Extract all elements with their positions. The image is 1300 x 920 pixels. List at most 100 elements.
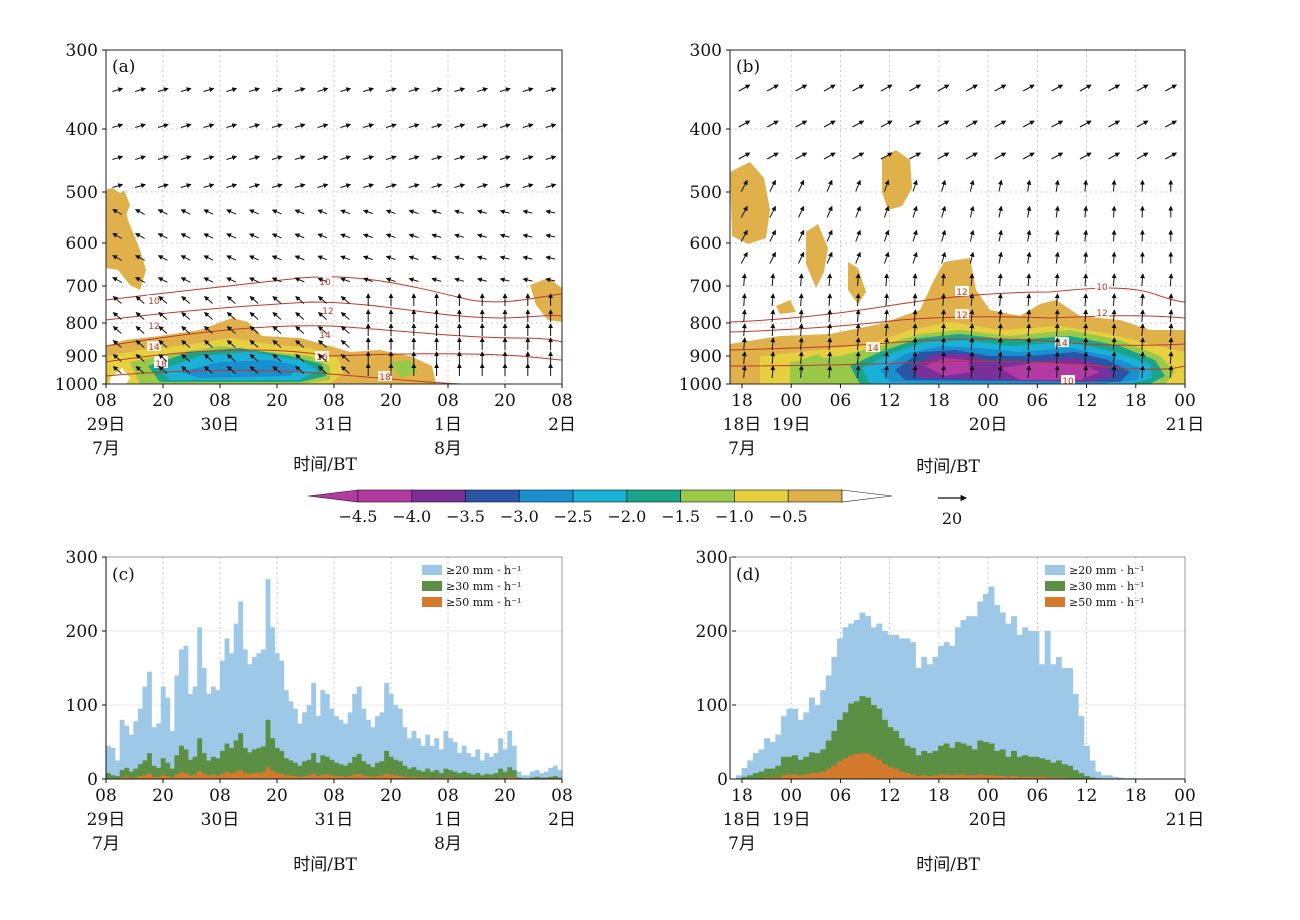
contour-label-bg bbox=[147, 295, 161, 305]
wind-vector bbox=[545, 123, 557, 129]
wind-vector bbox=[362, 233, 373, 239]
wind-vector bbox=[226, 209, 237, 215]
histogram-bar bbox=[224, 743, 230, 779]
histogram-bar bbox=[110, 747, 116, 779]
histogram-bar bbox=[507, 730, 513, 779]
wind-vector bbox=[997, 365, 1003, 379]
histogram-bar bbox=[808, 697, 815, 779]
histogram-bar bbox=[379, 761, 385, 779]
wind-vector bbox=[997, 323, 1003, 337]
panel-d-yticks: 300 200 100 0 bbox=[696, 548, 736, 790]
wind-vector bbox=[499, 277, 510, 283]
wind-vector bbox=[770, 351, 776, 365]
histogram-bar bbox=[786, 756, 793, 779]
histogram-bar bbox=[124, 776, 130, 779]
histogram-bar bbox=[425, 734, 431, 779]
x-day-label: 20日 bbox=[969, 810, 1008, 830]
histogram-bar bbox=[870, 756, 877, 779]
x-month-label: 7月 bbox=[728, 834, 756, 854]
histogram-bar bbox=[926, 776, 933, 779]
wind-vector bbox=[969, 179, 975, 192]
histogram-bar bbox=[361, 761, 367, 779]
shade-b-upper-left bbox=[730, 162, 770, 244]
wind-vector bbox=[522, 87, 534, 93]
histogram-bar bbox=[174, 675, 180, 779]
wind-vector bbox=[385, 255, 396, 261]
histogram-bar bbox=[261, 746, 266, 779]
wind-vector bbox=[180, 233, 191, 239]
wind-vector bbox=[1111, 229, 1117, 242]
wind-vector bbox=[454, 277, 465, 283]
wind-vector bbox=[1140, 351, 1145, 365]
wind-vector bbox=[1136, 152, 1149, 160]
wind-vector bbox=[941, 179, 947, 192]
wind-vector bbox=[226, 155, 238, 161]
wind-vector bbox=[476, 277, 487, 283]
histogram-bar bbox=[229, 747, 234, 779]
y-tick-label: 900 bbox=[690, 347, 722, 367]
wind-vector bbox=[226, 277, 237, 283]
wind-vector bbox=[766, 120, 779, 128]
histogram-bar bbox=[1027, 756, 1034, 779]
wind-vector bbox=[1111, 293, 1117, 307]
wind-vector bbox=[969, 323, 975, 337]
wind-vector bbox=[180, 87, 192, 93]
wind-vector bbox=[454, 155, 466, 161]
histogram-bar bbox=[921, 750, 928, 779]
wind-vector bbox=[940, 273, 946, 287]
histogram-bar bbox=[484, 753, 490, 779]
histogram-bar bbox=[915, 776, 922, 779]
wind-vector bbox=[158, 339, 168, 348]
histogram-bar bbox=[169, 777, 175, 779]
wind-vector bbox=[317, 311, 327, 320]
wind-vector bbox=[271, 233, 282, 239]
wind-vector bbox=[112, 233, 123, 239]
wind-vector bbox=[1083, 309, 1089, 323]
panel-b-yticks: 300 400 500 600 700 800 900 1000 bbox=[679, 41, 730, 395]
wind-vector bbox=[454, 255, 465, 261]
shade-b-upper-mid2 bbox=[848, 262, 866, 304]
wind-vector bbox=[994, 152, 1007, 160]
histogram-bar bbox=[1095, 771, 1102, 779]
wind-vector bbox=[203, 311, 213, 320]
wind-vector bbox=[385, 87, 397, 93]
histogram-bar bbox=[758, 771, 765, 779]
wind-vector bbox=[408, 233, 419, 239]
x-tick-label: 00 bbox=[977, 391, 999, 411]
wind-vector bbox=[226, 365, 236, 374]
histogram-bar bbox=[197, 738, 203, 779]
y-tick-label: 700 bbox=[66, 277, 98, 297]
wind-vector bbox=[855, 351, 861, 365]
histogram-bar bbox=[188, 759, 193, 779]
histogram-bar bbox=[1050, 762, 1057, 779]
wind-vector bbox=[385, 277, 396, 283]
wind-vector bbox=[294, 255, 305, 261]
wind-vector bbox=[135, 123, 146, 129]
wind-vector bbox=[937, 120, 950, 128]
wind-vector bbox=[408, 209, 419, 215]
histogram-bar bbox=[898, 638, 905, 779]
x-day-label: 30日 bbox=[201, 810, 240, 830]
histogram-bar bbox=[971, 616, 978, 779]
wind-vector bbox=[884, 309, 890, 323]
histogram-bar bbox=[384, 682, 390, 779]
wind-vector bbox=[522, 255, 533, 261]
histogram-bar bbox=[192, 686, 198, 779]
wind-vector bbox=[884, 293, 890, 307]
wind-vector bbox=[158, 325, 168, 334]
x-day-label: 18日 bbox=[723, 415, 762, 435]
wind-vector bbox=[248, 277, 259, 283]
wind-vector bbox=[477, 123, 488, 129]
histogram-bar bbox=[988, 775, 995, 779]
histogram-bar bbox=[302, 712, 307, 779]
wind-vector bbox=[454, 233, 465, 239]
histogram-bar bbox=[133, 777, 139, 779]
wind-vector bbox=[852, 84, 865, 92]
wind-vector bbox=[770, 309, 776, 323]
histogram-bar bbox=[452, 771, 458, 779]
legend-swatch bbox=[422, 565, 442, 575]
wind-vector bbox=[969, 351, 975, 365]
histogram-bar bbox=[1078, 716, 1085, 779]
histogram-bar bbox=[792, 774, 799, 779]
x-tick-label: 08 bbox=[209, 391, 231, 411]
